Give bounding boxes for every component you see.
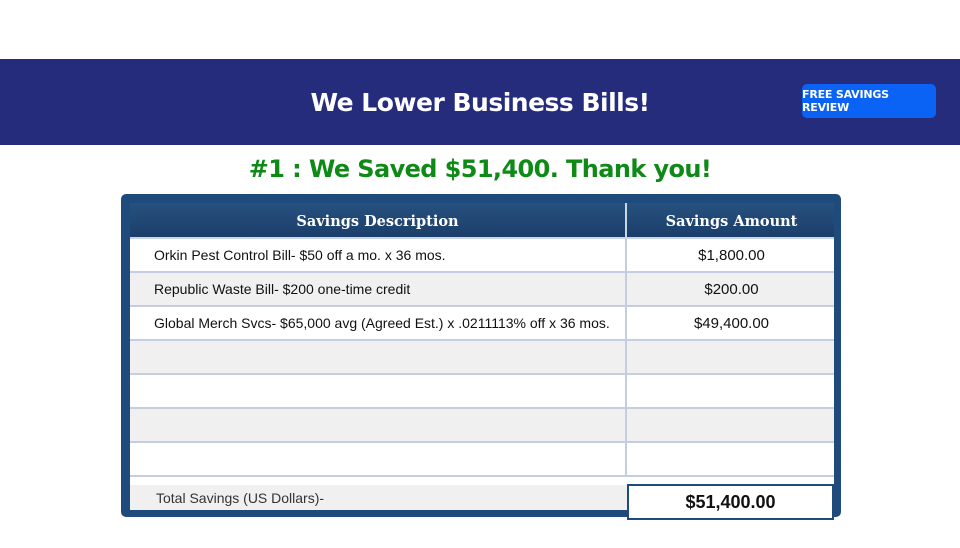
row-description (130, 375, 627, 407)
row-amount (629, 409, 834, 441)
banner-title: We Lower Business Bills! (310, 87, 650, 117)
row-description: Orkin Pest Control Bill- $50 off a mo. x… (130, 239, 627, 271)
header-savings-amount: Savings Amount (665, 212, 798, 230)
total-amount: $51,400.00 (627, 484, 834, 520)
table-row (130, 341, 834, 375)
table-header: Savings Description Savings Amount (130, 203, 834, 239)
row-description (130, 341, 627, 373)
row-amount: $1,800.00 (698, 246, 765, 264)
savings-table-frame: Savings Description Savings Amount Orkin… (121, 194, 841, 520)
savings-headline: #1 : We Saved $51,400. Thank you! (248, 155, 712, 183)
row-amount (629, 443, 834, 475)
total-row: Total Savings (US Dollars)- $51,400.00 (130, 484, 834, 520)
row-description (130, 409, 627, 441)
row-description: Republic Waste Bill- $200 one-time credi… (130, 273, 627, 305)
table-row (130, 375, 834, 409)
free-savings-review-button[interactable]: FREE SAVINGS REVIEW (802, 84, 936, 118)
table-row: Republic Waste Bill- $200 one-time credi… (130, 273, 834, 307)
row-description: Global Merch Svcs- $65,000 avg (Agreed E… (130, 307, 627, 339)
table-row: Orkin Pest Control Bill- $50 off a mo. x… (130, 239, 834, 273)
row-description (130, 443, 627, 475)
total-label: Total Savings (US Dollars)- (156, 489, 325, 506)
header-savings-description: Savings Description (130, 203, 627, 239)
table-row (130, 443, 834, 477)
row-amount: $49,400.00 (693, 314, 770, 332)
top-banner: We Lower Business Bills! FREE SAVINGS RE… (0, 59, 960, 145)
row-amount (629, 375, 834, 407)
savings-table: Savings Description Savings Amount Orkin… (130, 203, 834, 520)
table-row (130, 409, 834, 443)
row-amount: $200.00 (704, 280, 759, 298)
table-row: Global Merch Svcs- $65,000 avg (Agreed E… (130, 307, 834, 341)
row-amount (629, 341, 834, 373)
